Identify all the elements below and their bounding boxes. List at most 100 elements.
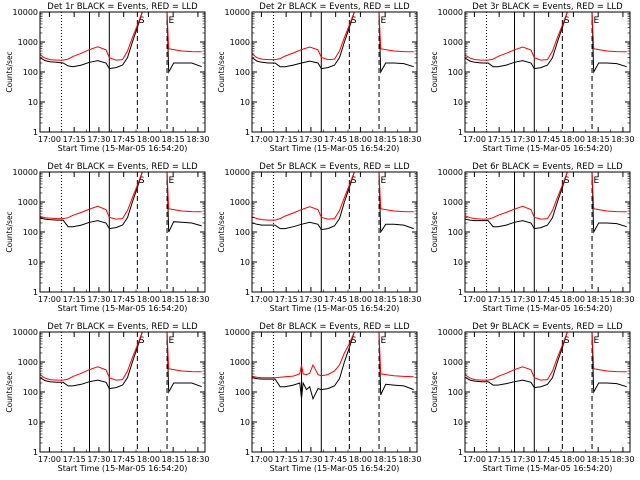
x-tick-label: 17:45: [112, 135, 135, 144]
marker-label: E: [381, 176, 387, 186]
x-tick-label: 18:15: [374, 455, 397, 464]
y-tick-label: 1000: [230, 358, 250, 367]
x-tick-label: 17:15: [63, 135, 86, 144]
marker-label: E: [381, 336, 387, 346]
x-tick-label: 17:30: [512, 135, 535, 144]
series-line-lld: [465, 332, 627, 381]
x-tick-label: 17:45: [537, 455, 560, 464]
marker-label: E: [594, 336, 600, 346]
x-tick-label: 17:45: [324, 135, 347, 144]
y-tick-label: 1: [245, 128, 250, 137]
y-tick-label: 100: [235, 388, 250, 397]
y-tick-label: 1000: [443, 198, 463, 207]
series-line-lld: [465, 12, 627, 61]
series-line-events: [465, 172, 627, 234]
x-axis-label: Start Time (15-Mar-05 16:54:20): [58, 144, 188, 153]
panel-title: Det 6r BLACK = Events, RED = LLD: [472, 162, 623, 172]
plot-frame: [39, 171, 206, 293]
y-tick-label: 1000: [18, 38, 38, 47]
series-line-events: [252, 12, 414, 74]
marker-label: E: [381, 16, 387, 26]
x-tick-label: 18:00: [137, 295, 160, 304]
x-tick-label: 17:00: [250, 455, 273, 464]
y-tick-label: 100: [448, 68, 463, 77]
x-tick-label: 17:15: [488, 135, 511, 144]
x-tick-label: 17:45: [537, 295, 560, 304]
x-tick-label: 18:15: [587, 295, 610, 304]
marker-label: E: [169, 176, 175, 186]
y-tick-label: 10000: [225, 328, 250, 337]
series-line-events: [252, 172, 414, 234]
x-tick-label: 18:15: [587, 135, 610, 144]
series-line-lld: [252, 332, 414, 379]
marker-label: S: [139, 16, 145, 26]
y-tick-label: 1: [33, 128, 38, 137]
y-tick-label: 10000: [225, 8, 250, 17]
marker-label: E: [594, 16, 600, 26]
marker-label: E: [594, 176, 600, 186]
x-tick-label: 18:15: [587, 455, 610, 464]
x-tick-label: 17:30: [299, 135, 322, 144]
series-line-lld: [252, 12, 414, 61]
x-tick-label: 18:30: [398, 295, 421, 304]
x-tick-label: 18:30: [611, 455, 634, 464]
x-tick-label: 18:30: [398, 455, 421, 464]
x-tick-label: 17:00: [463, 135, 486, 144]
y-tick-label: 1000: [230, 198, 250, 207]
y-tick-label: 100: [448, 388, 463, 397]
y-tick-label: 1: [245, 448, 250, 457]
y-axis-label: Counts/sec: [430, 371, 439, 412]
series-line-lld: [40, 12, 202, 61]
y-tick-label: 1: [458, 288, 463, 297]
x-tick-label: 17:45: [112, 455, 135, 464]
y-tick-label: 1: [245, 288, 250, 297]
y-tick-label: 100: [448, 228, 463, 237]
y-tick-label: 100: [235, 68, 250, 77]
x-tick-label: 18:30: [398, 135, 421, 144]
x-tick-label: 17:00: [250, 135, 273, 144]
x-axis-label: Start Time (15-Mar-05 16:54:20): [270, 464, 400, 473]
x-tick-label: 17:15: [275, 295, 298, 304]
x-tick-label: 18:00: [349, 135, 372, 144]
x-tick-label: 17:45: [324, 455, 347, 464]
y-tick-label: 10: [28, 258, 38, 267]
panel-title: Det 9r BLACK = Events, RED = LLD: [472, 322, 623, 332]
marker-label: E: [169, 336, 175, 346]
x-tick-label: 17:00: [38, 135, 61, 144]
x-tick-label: 18:00: [137, 135, 160, 144]
x-axis-label: Start Time (15-Mar-05 16:54:20): [270, 304, 400, 313]
plot-frame: [464, 11, 631, 133]
x-tick-label: 18:15: [374, 295, 397, 304]
x-tick-label: 17:30: [87, 135, 110, 144]
y-tick-label: 1000: [443, 358, 463, 367]
x-tick-label: 17:30: [299, 295, 322, 304]
y-axis-label: Counts/sec: [5, 371, 14, 412]
x-tick-label: 18:30: [611, 135, 634, 144]
y-tick-label: 100: [23, 68, 38, 77]
plot-frame: [251, 171, 418, 293]
x-tick-label: 18:00: [562, 455, 585, 464]
y-axis-label: Counts/sec: [217, 51, 226, 92]
series-line-events: [252, 332, 414, 401]
x-tick-label: 18:15: [162, 135, 185, 144]
x-axis-label: Start Time (15-Mar-05 16:54:20): [483, 464, 613, 473]
marker-label: S: [139, 176, 145, 186]
marker-label: S: [564, 16, 570, 26]
y-axis-label: Counts/sec: [217, 211, 226, 252]
x-tick-label: 18:30: [186, 455, 209, 464]
y-tick-label: 100: [23, 388, 38, 397]
y-tick-label: 1: [33, 448, 38, 457]
y-tick-label: 10: [240, 258, 250, 267]
marker-label: S: [139, 336, 145, 346]
x-tick-label: 18:15: [162, 455, 185, 464]
x-tick-label: 18:30: [186, 135, 209, 144]
x-tick-label: 18:15: [374, 135, 397, 144]
x-tick-label: 18:15: [162, 295, 185, 304]
panel-title: Det 3r BLACK = Events, RED = LLD: [472, 2, 623, 12]
series-line-events: [40, 332, 202, 394]
y-axis-label: Counts/sec: [430, 51, 439, 92]
x-tick-label: 17:00: [250, 295, 273, 304]
